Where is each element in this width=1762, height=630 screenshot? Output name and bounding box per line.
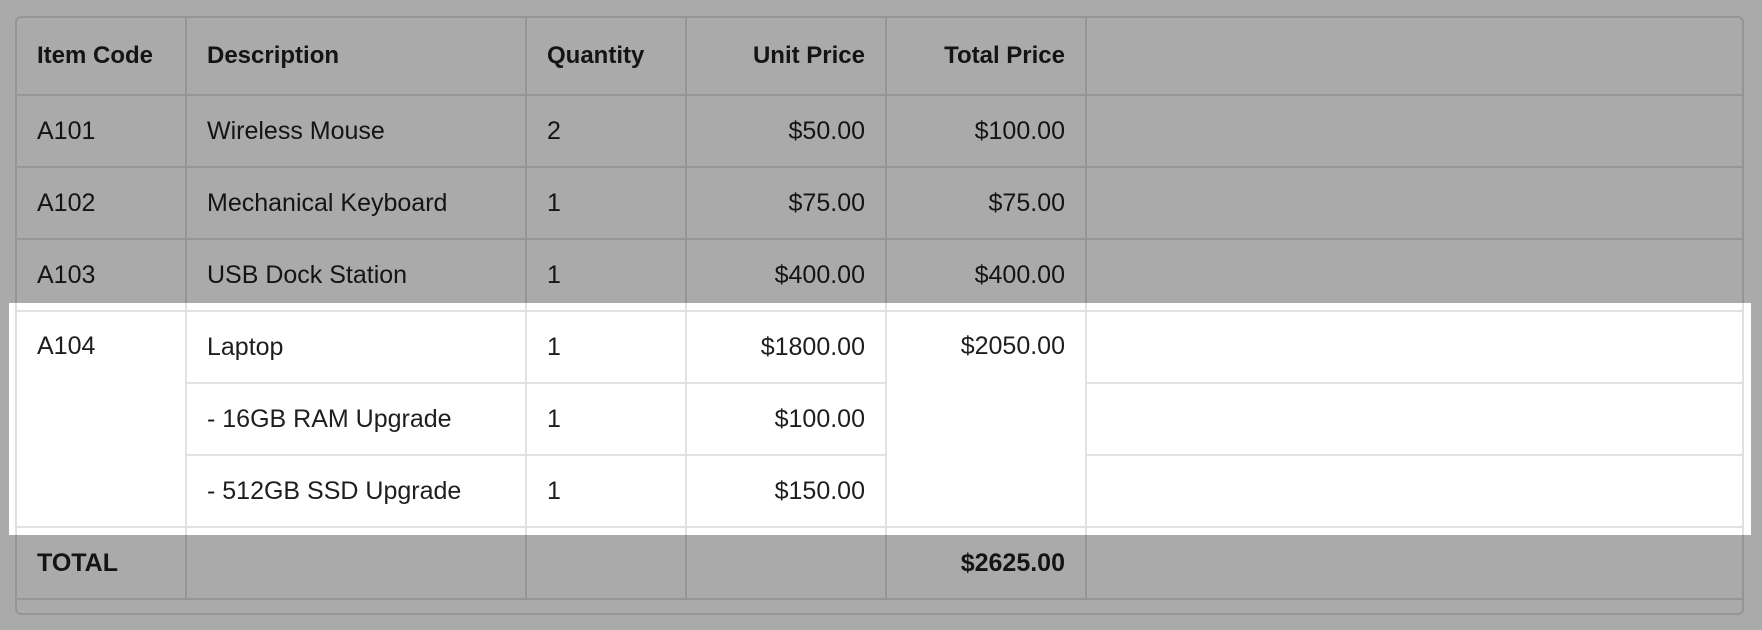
quantity: 1	[525, 454, 687, 528]
empty-cell	[685, 526, 887, 600]
empty-cell	[1085, 454, 1742, 528]
empty-cell	[1085, 526, 1742, 600]
table-row: A102 Mechanical Keyboard 1 $75.00 $75.00	[17, 166, 1742, 240]
unit-price: $150.00	[685, 454, 887, 528]
empty-cell	[525, 526, 687, 600]
header-quantity: Quantity	[525, 18, 687, 96]
description: - 512GB SSD Upgrade	[186, 454, 527, 528]
header-unit-price: Unit Price	[685, 18, 887, 96]
quantity: 2	[525, 94, 687, 168]
unit-price: $1800.00	[685, 310, 887, 384]
table-row-group: - 16GB RAM Upgrade 1 $100.00	[17, 382, 1742, 456]
description: Wireless Mouse	[185, 94, 527, 168]
header-description: Description	[185, 18, 527, 96]
empty-cell	[185, 526, 527, 600]
empty-cell	[1085, 94, 1742, 168]
total-label: TOTAL	[17, 526, 187, 600]
unit-price: $400.00	[685, 238, 887, 312]
table-row-group: A104 Laptop 1 $1800.00 $2050.00	[17, 310, 1742, 528]
header-row: Item Code Description Quantity Unit Pric…	[17, 18, 1742, 96]
quantity: 1	[525, 238, 687, 312]
description: Laptop	[185, 310, 527, 384]
grand-total: $2625.00	[885, 526, 1087, 600]
invoice-table: Item Code Description Quantity Unit Pric…	[17, 18, 1742, 600]
header-total-price: Total Price	[885, 18, 1087, 96]
description: Mechanical Keyboard	[185, 166, 527, 240]
invoice-table-container: Item Code Description Quantity Unit Pric…	[15, 16, 1744, 615]
empty-cell	[1085, 238, 1742, 312]
total-row: TOTAL $2625.00	[17, 526, 1742, 600]
item-code: A104	[17, 310, 187, 528]
header-item-code: Item Code	[17, 18, 187, 96]
empty-cell	[1085, 382, 1742, 456]
description: - 16GB RAM Upgrade	[186, 382, 527, 456]
empty-cell	[1085, 310, 1742, 384]
item-code: A102	[17, 166, 187, 240]
empty-cell	[1085, 166, 1742, 240]
quantity: 1	[525, 382, 687, 456]
quantity: 1	[525, 310, 687, 384]
total-price: $400.00	[885, 238, 1087, 312]
total-price: $2050.00	[885, 310, 1087, 528]
unit-price: $50.00	[685, 94, 887, 168]
description: USB Dock Station	[185, 238, 527, 312]
table-row: A103 USB Dock Station 1 $400.00 $400.00	[17, 238, 1742, 312]
total-price: $75.00	[885, 166, 1087, 240]
quantity: 1	[525, 166, 687, 240]
unit-price: $100.00	[685, 382, 887, 456]
table-row: A101 Wireless Mouse 2 $50.00 $100.00	[17, 94, 1742, 168]
header-empty	[1085, 18, 1742, 96]
table-row-group: - 512GB SSD Upgrade 1 $150.00	[17, 454, 1742, 528]
item-code: A103	[17, 238, 187, 312]
total-price: $100.00	[885, 94, 1087, 168]
item-code: A101	[17, 94, 187, 168]
unit-price: $75.00	[685, 166, 887, 240]
